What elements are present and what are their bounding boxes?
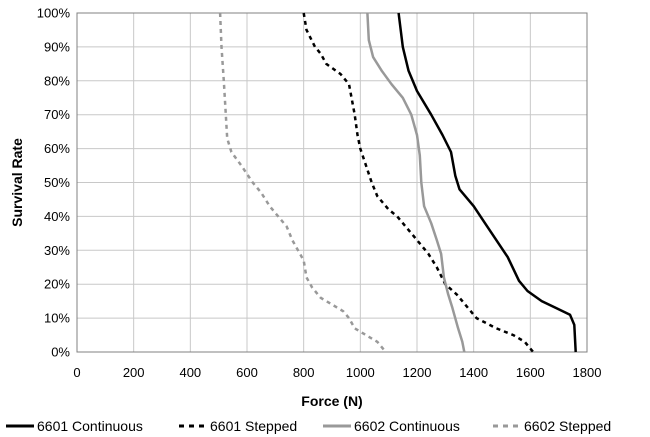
x-axis-tick-labels: 0 200 400 600 800 1000 1200 1400 1600 1800: [73, 365, 601, 380]
legend-label: 6602 Continuous: [354, 418, 460, 434]
y-tick-label: 10%: [44, 311, 70, 326]
y-tick-label: 100%: [37, 6, 71, 21]
y-tick-label: 30%: [44, 243, 70, 258]
x-tick-label: 1000: [346, 365, 375, 380]
x-tick-label: 1800: [573, 365, 602, 380]
y-tick-label: 60%: [44, 141, 70, 156]
y-axis-title: Survival Rate: [9, 138, 25, 227]
x-tick-label: 200: [123, 365, 145, 380]
legend-label: 6601 Stepped: [210, 418, 297, 434]
legend-label: 6602 Stepped: [524, 418, 611, 434]
legend: 6601 Continuous 6601 Stepped 6602 Continuo…: [6, 418, 611, 434]
plot-area-border: [76, 12, 588, 353]
x-tick-label: 1200: [403, 365, 432, 380]
series-lines: [218, 12, 577, 353]
series-line-6602-continuous: [366, 12, 466, 353]
x-tick-label: 600: [236, 365, 258, 380]
x-tick-label: 400: [179, 365, 201, 380]
y-tick-label: 70%: [44, 107, 70, 122]
legend-label: 6601 Continuous: [37, 418, 143, 434]
x-tick-label: 1400: [459, 365, 488, 380]
gridlines: [76, 12, 588, 353]
y-tick-label: 50%: [44, 175, 70, 190]
x-axis-title: Force (N): [301, 393, 362, 409]
y-tick-label: 80%: [44, 73, 70, 88]
y-tick-label: 90%: [44, 39, 70, 54]
series-line-6601-continuous: [397, 12, 577, 353]
x-tick-label: 800: [293, 365, 315, 380]
y-tick-label: 20%: [44, 277, 70, 292]
y-tick-label: 40%: [44, 209, 70, 224]
x-tick-label: 1600: [516, 365, 545, 380]
y-axis-tick-labels: 0% 10% 20% 30% 40% 50% 60% 70% 80% 90% 100%: [37, 6, 71, 360]
y-tick-label: 0%: [51, 345, 70, 360]
x-tick-label: 0: [73, 365, 80, 380]
